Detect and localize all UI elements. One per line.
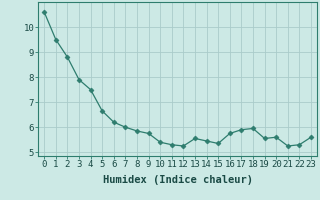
X-axis label: Humidex (Indice chaleur): Humidex (Indice chaleur) <box>103 175 252 185</box>
